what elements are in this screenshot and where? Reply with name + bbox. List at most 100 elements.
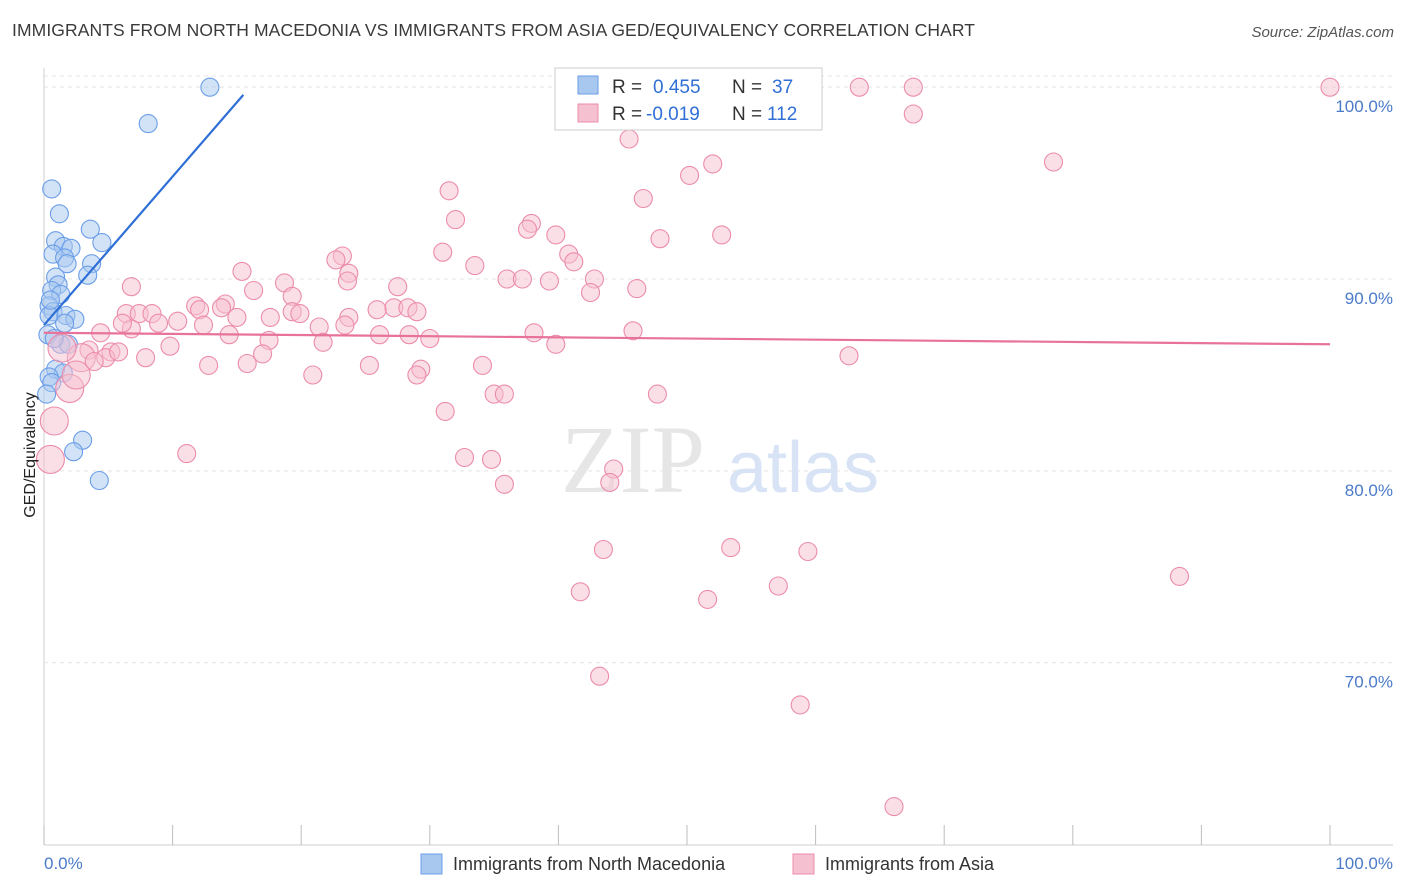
point-series-1-20 — [326, 250, 346, 270]
point-series-1-6 — [703, 154, 723, 174]
point-series-1-105 — [790, 695, 810, 715]
point-series-0-35 — [40, 290, 60, 310]
point-series-1-14 — [546, 225, 566, 245]
legend-swatch-north-macedonia — [420, 853, 443, 875]
watermark: ZIP atlas — [561, 406, 879, 513]
point-series-0-33 — [64, 442, 84, 462]
point-series-1-51 — [260, 307, 280, 327]
point-series-1-2 — [1320, 77, 1340, 97]
point-series-1-17 — [433, 242, 453, 262]
y-tick-label-3: 70.0% — [1345, 673, 1393, 692]
point-series-1-101 — [768, 576, 788, 596]
legend-label-north-macedonia: Immigrants from North Macedonia — [453, 854, 726, 874]
points-layer — [35, 77, 1340, 817]
watermark-atlas: atlas — [727, 428, 879, 508]
point-series-0-2 — [42, 179, 62, 199]
point-series-0-31 — [37, 384, 57, 404]
point-series-0-23 — [55, 313, 75, 333]
point-series-1-99 — [798, 541, 818, 562]
point-series-1-89 — [39, 406, 69, 436]
trend-layer — [43, 94, 1331, 346]
point-series-1-83 — [407, 365, 427, 385]
point-series-1-78 — [359, 355, 379, 375]
point-series-1-13 — [517, 219, 538, 239]
stats-legend-box: R = 0.455 N = 37 R = -0.019 N = 112 — [554, 67, 823, 131]
point-series-1-11 — [445, 210, 466, 230]
point-series-1-90 — [454, 447, 475, 468]
point-series-1-49 — [407, 302, 427, 322]
point-series-1-103 — [698, 589, 718, 609]
point-series-1-16 — [650, 229, 670, 249]
stats-n-label-1: N = — [732, 104, 762, 125]
trend-line-1 — [43, 331, 1331, 346]
point-series-1-65 — [420, 328, 440, 349]
point-series-1-63 — [399, 325, 419, 345]
point-series-1-32 — [121, 277, 141, 297]
stats-r-label-0: R = — [612, 77, 642, 98]
x-tick-label-0: 0.0% — [44, 854, 83, 873]
stats-swatch-north-macedonia — [577, 75, 599, 95]
point-series-1-1 — [903, 77, 923, 97]
point-series-1-10 — [633, 188, 653, 209]
point-series-1-61 — [524, 323, 544, 343]
point-series-1-80 — [472, 355, 493, 375]
point-series-1-45 — [290, 304, 310, 324]
point-series-1-96 — [600, 472, 620, 492]
y-axis-label: GED/Equivalency — [22, 392, 39, 517]
point-series-1-26 — [512, 269, 532, 289]
point-series-0-11 — [57, 254, 77, 274]
y-tick-label-1: 90.0% — [1345, 289, 1393, 308]
point-series-1-22 — [465, 256, 485, 276]
point-series-1-23 — [232, 261, 252, 281]
point-series-1-104 — [590, 666, 610, 686]
point-series-1-0 — [849, 77, 869, 97]
point-series-1-33 — [244, 280, 264, 301]
point-series-1-29 — [337, 271, 358, 291]
point-series-1-110 — [61, 360, 91, 390]
point-series-1-95 — [494, 474, 514, 494]
stats-n-value-1: 112 — [767, 104, 797, 125]
y-tick-label-0: 100.0% — [1335, 97, 1393, 116]
point-series-1-69 — [160, 336, 180, 356]
point-series-0-6 — [92, 233, 112, 253]
point-series-0-4 — [80, 219, 100, 239]
stats-box-frame — [554, 67, 823, 131]
x-tick-label-1: 100.0% — [1335, 854, 1393, 873]
y-tick-label-2: 80.0% — [1345, 481, 1393, 500]
point-series-1-92 — [177, 444, 197, 464]
point-series-1-91 — [481, 449, 502, 469]
point-series-1-76 — [839, 346, 859, 366]
stats-swatch-asia — [577, 103, 599, 123]
point-series-1-109 — [47, 333, 77, 363]
point-series-1-82 — [303, 365, 323, 385]
point-series-1-106 — [884, 797, 904, 817]
point-series-0-34 — [89, 470, 109, 491]
point-series-1-39 — [211, 298, 232, 318]
point-series-1-53 — [168, 311, 188, 331]
point-series-1-97 — [721, 538, 741, 558]
chart-source: Source: ZipAtlas.com — [1251, 24, 1394, 41]
point-series-1-67 — [313, 332, 333, 352]
stats-n-value-0: 37 — [772, 77, 793, 98]
point-series-0-0 — [200, 77, 220, 97]
watermark-zip: ZIP — [561, 406, 705, 513]
point-series-1-85 — [647, 384, 667, 404]
point-series-1-100 — [1169, 566, 1190, 586]
point-series-1-55 — [193, 315, 214, 335]
point-series-1-34 — [627, 279, 647, 299]
point-series-1-31 — [388, 277, 408, 297]
point-series-1-98 — [593, 539, 613, 560]
legend-swatch-asia — [792, 853, 815, 875]
point-series-1-57 — [335, 315, 355, 335]
legend-label-asia: Immigrants from Asia — [825, 854, 995, 874]
point-series-1-50 — [227, 307, 247, 327]
stats-r-label-1: R = — [612, 104, 642, 125]
point-series-1-77 — [237, 353, 257, 374]
point-series-1-4 — [903, 104, 923, 124]
point-series-1-60 — [623, 321, 643, 341]
stats-r-value-1: -0.019 — [646, 104, 700, 125]
point-series-1-27 — [539, 271, 559, 291]
point-series-1-8 — [680, 165, 700, 185]
point-series-1-68 — [546, 334, 566, 354]
